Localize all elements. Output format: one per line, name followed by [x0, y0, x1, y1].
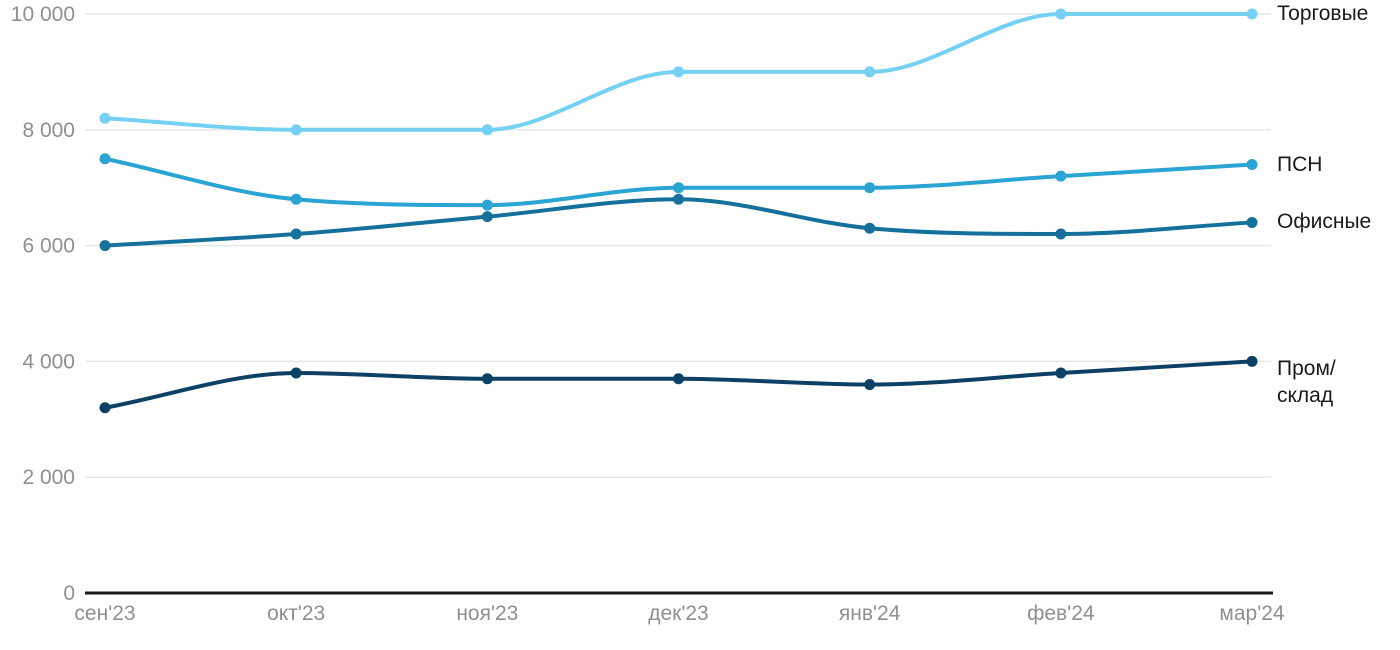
y-tick-label: 0	[63, 582, 75, 605]
series-line	[103, 359, 1255, 410]
series-point	[1246, 159, 1258, 171]
series-point	[1246, 8, 1258, 20]
series-label: Пром/склад	[1277, 355, 1336, 409]
y-tick-label: 10 000	[11, 3, 75, 26]
series-label: Офисные	[1277, 208, 1371, 235]
x-tick-label: фев'24	[1027, 602, 1095, 625]
x-tick-label: сен'23	[74, 602, 135, 625]
series-label-line: склад	[1277, 384, 1334, 408]
series-point	[864, 379, 876, 391]
series-point	[481, 124, 493, 136]
series-point	[290, 193, 302, 205]
series-point	[99, 112, 111, 124]
series-point	[1055, 170, 1067, 182]
series-label-line: Офисные	[1277, 210, 1372, 234]
series-point	[1246, 355, 1258, 367]
series-point	[864, 182, 876, 194]
series-point	[1246, 216, 1258, 228]
series-point	[99, 153, 111, 165]
series-point	[481, 211, 493, 223]
x-tick-label: ноя'23	[456, 602, 518, 625]
series-point	[481, 199, 493, 211]
x-tick-label: дек'23	[648, 602, 709, 625]
series-label-line: ПСН	[1277, 152, 1323, 176]
series-label: Торговые	[1277, 0, 1368, 27]
series-point	[290, 367, 302, 379]
x-tick-label: мар'24	[1219, 602, 1284, 625]
series-point	[290, 228, 302, 240]
series-label: ПСН	[1277, 151, 1322, 178]
series-point	[1055, 228, 1067, 240]
y-tick-label: 6 000	[22, 235, 75, 258]
gridlines	[85, 13, 1271, 478]
y-tick-label: 8 000	[22, 119, 75, 142]
y-tick-labels: 0 2 000 4 000 6 000 8 000 10 000	[11, 3, 75, 605]
series-point	[673, 66, 685, 78]
series-line	[103, 197, 1255, 248]
series-point	[673, 373, 685, 385]
series-label-line: Торговые	[1277, 2, 1369, 25]
x-tick-labels: сен'23 окт'23 ноя'23 дек'23 янв'24 фев'24 мар'…	[74, 602, 1284, 625]
series-point	[99, 402, 111, 414]
series-point	[1055, 367, 1067, 379]
series-point	[99, 240, 111, 252]
series-label-line: Пром/	[1277, 357, 1336, 381]
series-point	[290, 124, 302, 136]
series-point	[864, 222, 876, 234]
series-points	[99, 8, 1258, 414]
series-point	[673, 182, 685, 194]
y-tick-label: 4 000	[22, 350, 75, 373]
x-tick-label: окт'23	[267, 602, 325, 625]
y-tick-label: 2 000	[22, 466, 75, 489]
x-tick-label: янв'24	[839, 602, 901, 625]
series-point	[864, 66, 876, 78]
series-point	[481, 373, 493, 385]
series-point	[673, 193, 685, 205]
series-point	[1055, 8, 1067, 20]
